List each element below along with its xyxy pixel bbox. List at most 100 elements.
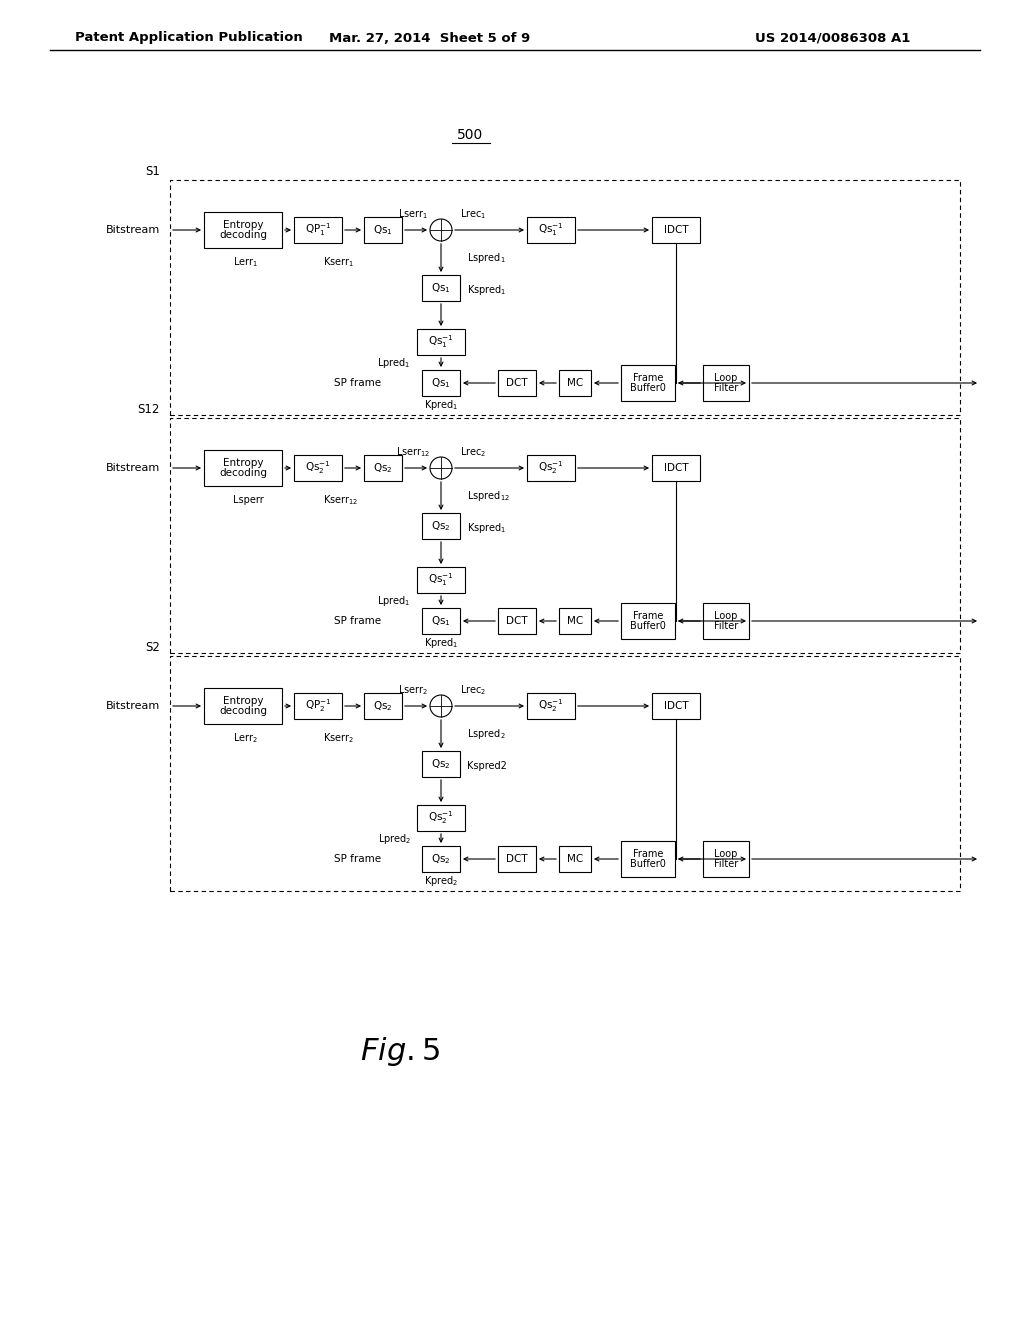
Text: Qs$_1$: Qs$_1$ [373,223,393,236]
Bar [417,568,465,593]
Text: Lspred$_1$: Lspred$_1$ [467,251,506,265]
Bar [621,603,675,639]
Text: Entropy
decoding: Entropy decoding [219,219,267,240]
Text: Lpred$_2$: Lpred$_2$ [378,832,411,846]
Text: SP frame: SP frame [334,854,381,865]
Text: Frame
Buffer0: Frame Buffer0 [630,372,666,393]
Bar [170,656,961,891]
Text: Kserr$_{12}$: Kserr$_{12}$ [323,494,358,507]
Bar [294,693,342,719]
Text: DCT: DCT [506,854,527,865]
Text: Lrec$_1$: Lrec$_1$ [460,207,486,220]
Text: Qs$_2$: Qs$_2$ [431,853,451,866]
Bar [498,609,536,634]
Text: IDCT: IDCT [664,701,688,711]
Text: Qs$_1$: Qs$_1$ [431,376,451,389]
Text: Lerr$_1$: Lerr$_1$ [233,255,258,269]
Text: US 2014/0086308 A1: US 2014/0086308 A1 [755,32,910,45]
Text: Kpred$_1$: Kpred$_1$ [424,636,459,649]
Text: $\mathit{Fig.5}$: $\mathit{Fig.5}$ [360,1035,440,1068]
Text: Lserr$_{12}$: Lserr$_{12}$ [395,445,430,459]
Bar [559,370,591,396]
Text: Kpred$_2$: Kpred$_2$ [424,874,458,888]
Text: Lsperr: Lsperr [233,495,264,506]
Bar [422,609,460,634]
Text: Lserr$_1$: Lserr$_1$ [398,207,428,220]
Text: SP frame: SP frame [334,616,381,626]
Bar [652,693,700,719]
Text: DCT: DCT [506,616,527,626]
Bar [652,455,700,480]
Text: Lspred$_2$: Lspred$_2$ [467,727,506,741]
Text: Lrec$_2$: Lrec$_2$ [460,684,486,697]
Text: Loop
Filter: Loop Filter [714,372,738,393]
Bar [527,693,575,719]
Text: S12: S12 [137,403,160,416]
Text: Qs$_1^{-1}$: Qs$_1^{-1}$ [539,222,564,239]
Bar [621,366,675,401]
Text: Qs$_2$: Qs$_2$ [431,758,451,771]
Text: S2: S2 [145,642,160,653]
Text: Qs$_2$: Qs$_2$ [373,461,393,475]
Text: QP$_2^{-1}$: QP$_2^{-1}$ [305,697,332,714]
Bar [417,329,465,355]
Text: Qs$_1$: Qs$_1$ [431,614,451,628]
Text: Bitstream: Bitstream [105,224,160,235]
Text: Kserr$_2$: Kserr$_2$ [323,731,354,744]
Bar [417,805,465,832]
Text: IDCT: IDCT [664,224,688,235]
Bar [204,450,282,486]
Bar [204,213,282,248]
Bar [703,841,749,876]
Bar [422,846,460,873]
Text: Lrec$_2$: Lrec$_2$ [460,445,486,459]
Text: Entropy
decoding: Entropy decoding [219,696,267,717]
Bar [364,455,402,480]
Text: Qs$_1^{-1}$: Qs$_1^{-1}$ [428,334,454,350]
Bar [170,418,961,653]
Text: SP frame: SP frame [334,378,381,388]
Bar [703,603,749,639]
Bar [559,609,591,634]
Text: Frame
Buffer0: Frame Buffer0 [630,849,666,870]
Text: MC: MC [567,854,583,865]
Bar [364,216,402,243]
Text: Qs$_2^{-1}$: Qs$_2^{-1}$ [539,697,564,714]
Text: Lserr$_2$: Lserr$_2$ [398,684,428,697]
Text: Qs$_2^{-1}$: Qs$_2^{-1}$ [539,459,564,477]
Bar [498,370,536,396]
Text: Qs$_2^{-1}$: Qs$_2^{-1}$ [428,809,454,826]
Bar [204,688,282,723]
Bar [559,846,591,873]
Text: Lerr$_2$: Lerr$_2$ [233,731,258,744]
Text: 500: 500 [457,128,483,143]
Text: Lspred$_{12}$: Lspred$_{12}$ [467,488,510,503]
Text: S1: S1 [145,165,160,178]
Text: IDCT: IDCT [664,463,688,473]
Bar [527,455,575,480]
Text: Qs$_2^{-1}$: Qs$_2^{-1}$ [305,459,331,477]
Text: Bitstream: Bitstream [105,701,160,711]
Bar [621,841,675,876]
Text: Qs$_2$: Qs$_2$ [431,519,451,533]
Bar [422,275,460,301]
Text: Qs$_2$: Qs$_2$ [373,700,393,713]
Text: QP$_1^{-1}$: QP$_1^{-1}$ [305,222,332,239]
Text: Frame
Buffer0: Frame Buffer0 [630,611,666,631]
Bar [422,513,460,539]
Text: MC: MC [567,616,583,626]
Text: MC: MC [567,378,583,388]
Text: Qs$_1^{-1}$: Qs$_1^{-1}$ [428,572,454,589]
Text: Loop
Filter: Loop Filter [714,849,738,870]
Text: Kserr$_1$: Kserr$_1$ [323,255,354,269]
Text: Kpred$_1$: Kpred$_1$ [424,399,459,412]
Text: Kspred$_1$: Kspred$_1$ [467,282,507,297]
Bar [498,846,536,873]
Text: Patent Application Publication: Patent Application Publication [75,32,303,45]
Text: Kspred$_1$: Kspred$_1$ [467,521,507,535]
Text: Lpred$_1$: Lpred$_1$ [378,355,411,370]
Bar [294,216,342,243]
Bar [364,693,402,719]
Bar [170,180,961,414]
Text: Bitstream: Bitstream [105,463,160,473]
